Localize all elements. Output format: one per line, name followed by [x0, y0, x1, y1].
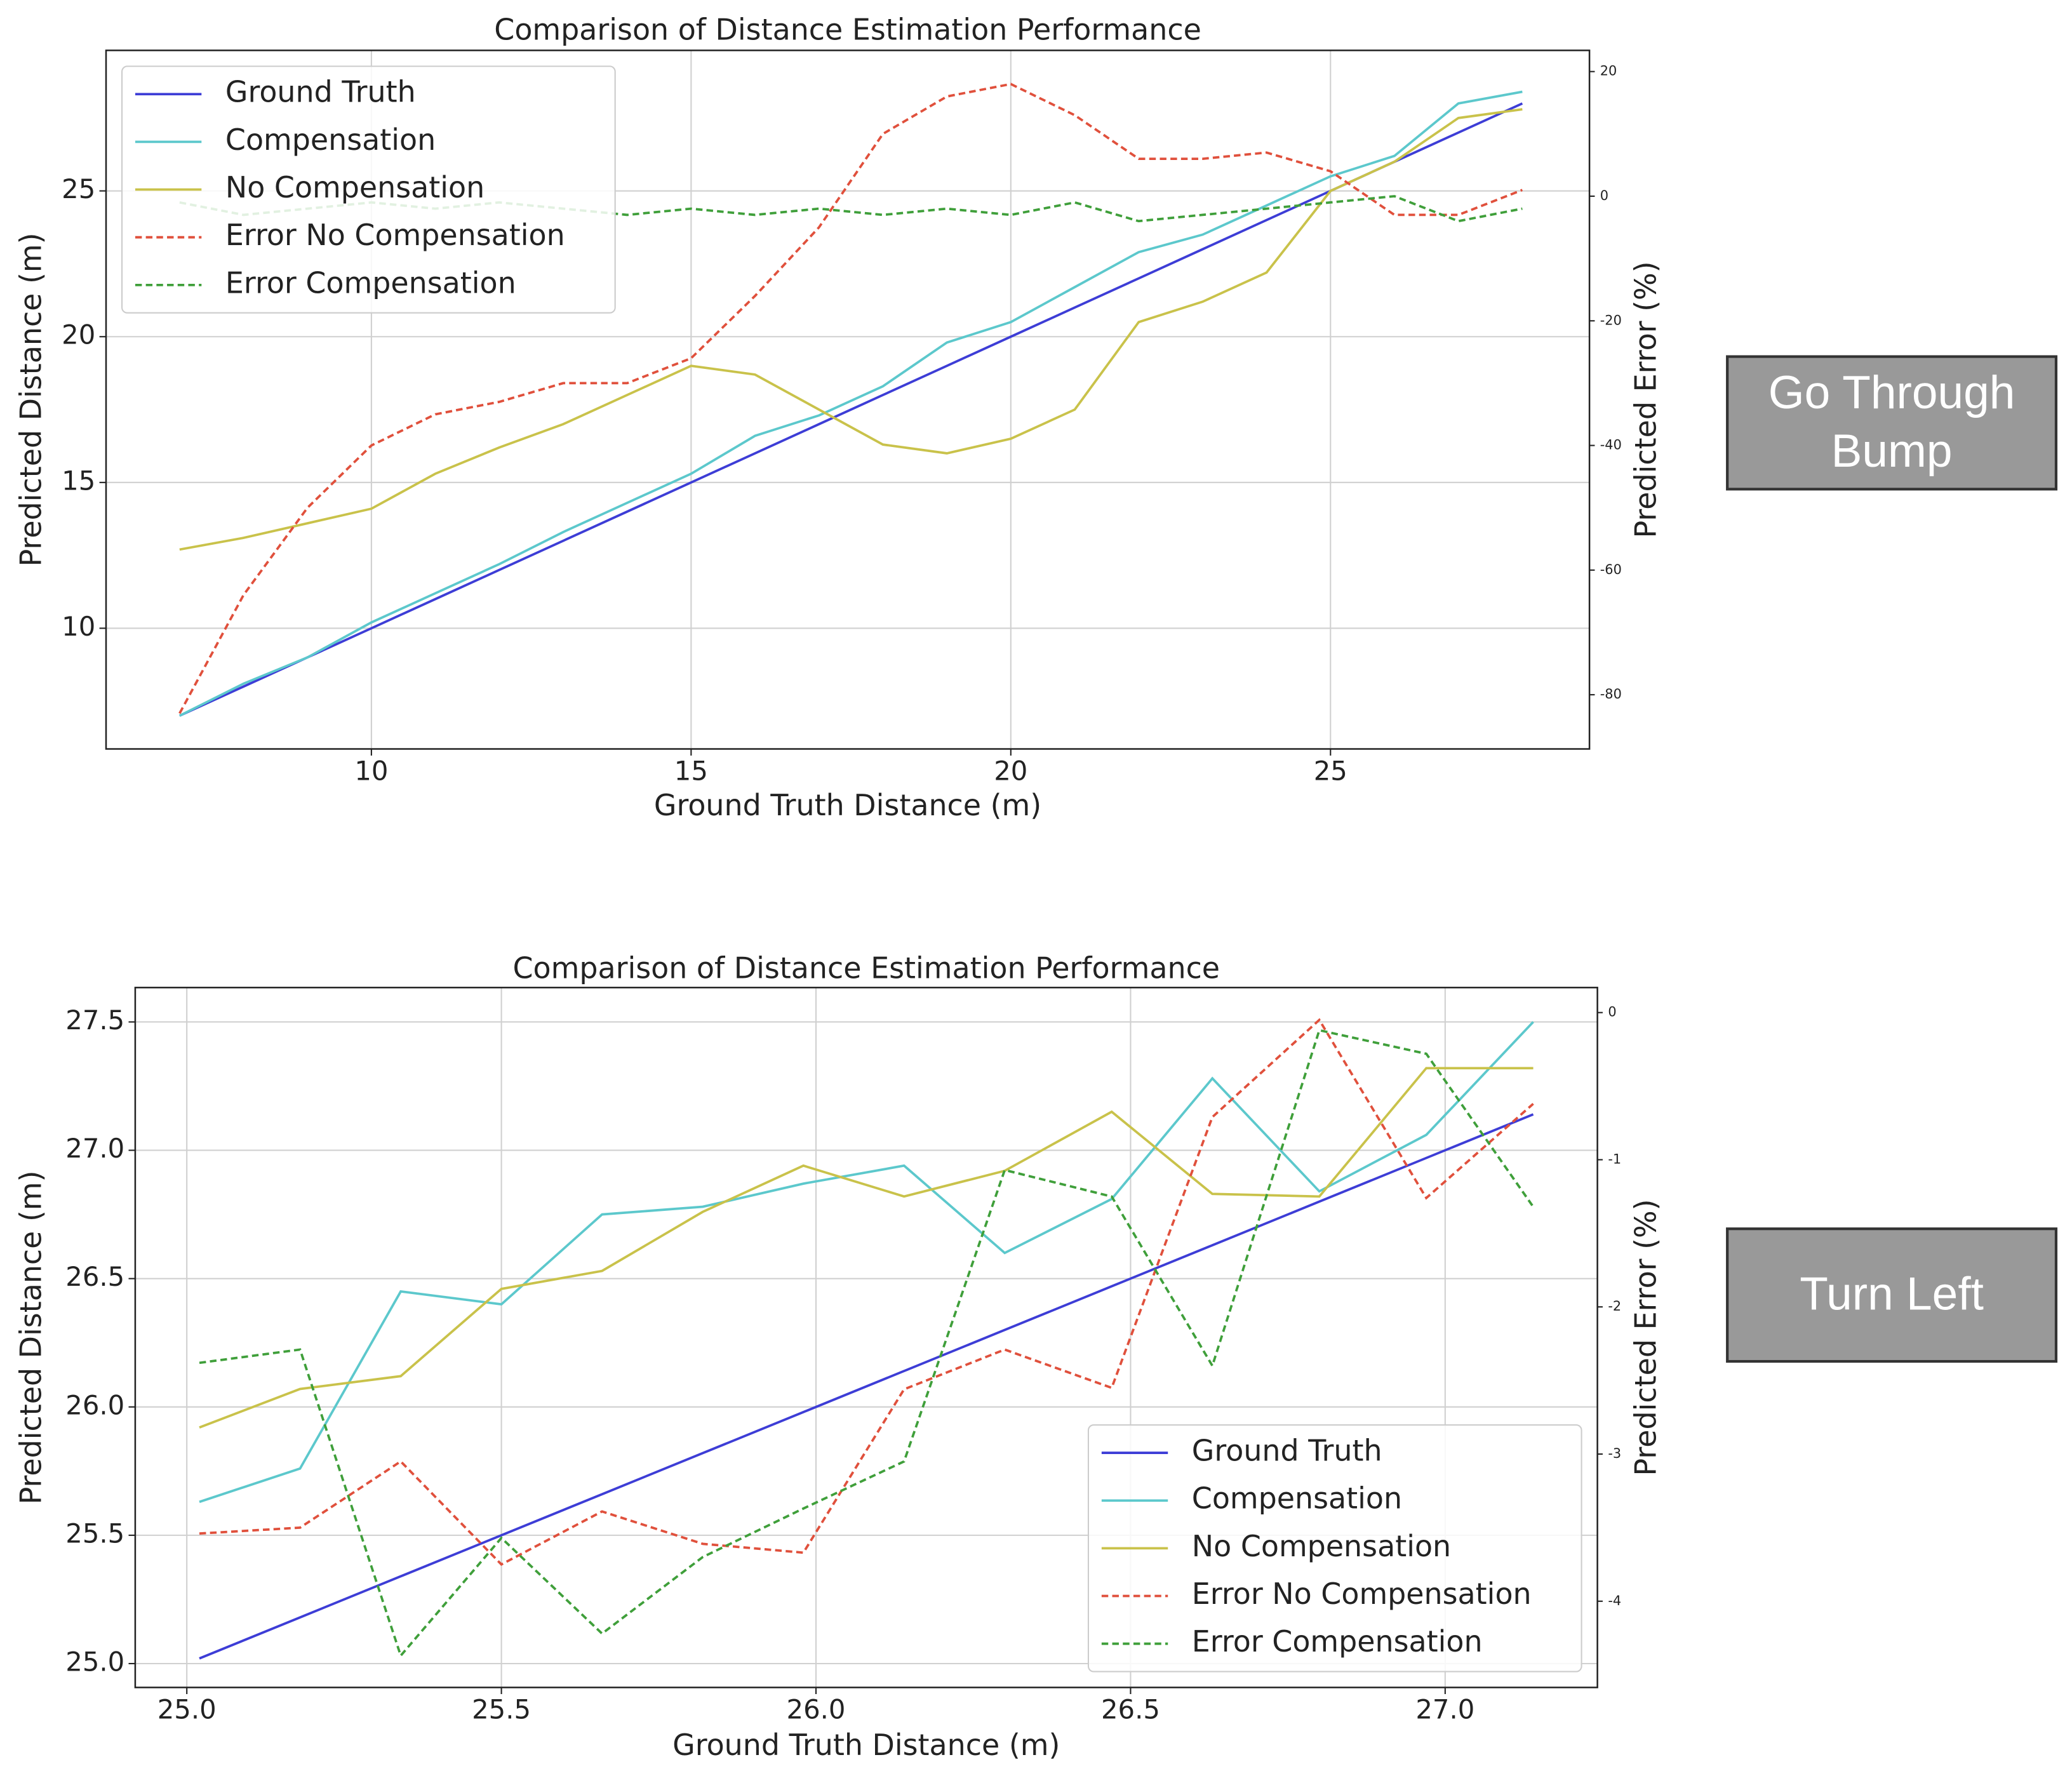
y-axis-label: Predicted Distance (m): [14, 232, 48, 566]
x-tick-label: 25.0: [157, 1694, 217, 1725]
y-tick-label: 26.0: [65, 1389, 124, 1420]
legend-label: Ground Truth: [1192, 1434, 1382, 1468]
x-tick-label: 15: [674, 756, 708, 787]
y2-tick-label: -80: [1600, 686, 1622, 702]
series-line: [199, 1067, 1534, 1429]
y-tick-label: 26.5: [65, 1261, 124, 1292]
series-line: [199, 1113, 1534, 1660]
x-tick-label: 25.5: [472, 1694, 531, 1725]
y2-tick-label: -20: [1600, 312, 1622, 328]
legend-label: No Compensation: [1192, 1529, 1451, 1563]
y2-tick-label: -40: [1600, 437, 1622, 453]
y2-tick-label: -2: [1608, 1298, 1621, 1314]
y2-tick-label: 0: [1600, 188, 1608, 203]
plot-frame: [134, 987, 1598, 1688]
legend-label: Error No Compensation: [225, 218, 565, 252]
x-axis-label: Ground Truth Distance (m): [672, 1728, 1060, 1762]
scenario-label: Turn Left: [1726, 1227, 2058, 1363]
y-tick-label: 25.0: [65, 1646, 124, 1677]
y2-tick-label: -4: [1608, 1593, 1621, 1608]
x-tick-label: 26.5: [1101, 1694, 1160, 1725]
series-line: [199, 1029, 1535, 1659]
y2-tick-label: 20: [1600, 63, 1617, 79]
y2-tick-label: -60: [1600, 562, 1622, 577]
x-tick-label: 27.0: [1415, 1694, 1474, 1725]
y-tick-label: 15: [62, 465, 95, 496]
legend-label: Compensation: [225, 123, 436, 157]
x-tick-label: 20: [994, 756, 1027, 787]
legend: Ground Truth Compensation No Compensation E…: [1087, 1424, 1582, 1672]
scenario-label: Go Through Bump: [1726, 355, 2058, 491]
legend-label: Ground Truth: [225, 75, 416, 109]
x-tick-label: 10: [354, 756, 388, 787]
y2-tick-label: -3: [1608, 1446, 1621, 1461]
x-tick-label: 25: [1314, 756, 1347, 787]
chart-title: Comparison of Distance Estimation Perfor…: [512, 951, 1220, 985]
series-line: [178, 83, 1523, 714]
y-tick-label: 10: [62, 611, 95, 642]
legend-label: No Compensation: [225, 170, 485, 204]
legend: Ground Truth Compensation No Compensation E…: [121, 65, 616, 314]
y-axis-label: Predicted Distance (m): [14, 1170, 48, 1504]
y2-axis-label: Predicted Error (%): [1628, 1199, 1662, 1476]
y-tick-label: 25.5: [65, 1518, 124, 1549]
x-tick-label: 26.0: [787, 1694, 846, 1725]
y-tick-label: 25: [62, 173, 95, 204]
chart-title: Comparison of Distance Estimation Perfor…: [494, 13, 1201, 47]
series-line: [178, 90, 1523, 717]
y2-tick-label: -1: [1608, 1151, 1621, 1166]
legend-label: Error Compensation: [1192, 1624, 1483, 1659]
legend-label: Error No Compensation: [1192, 1577, 1532, 1611]
series-line: [199, 1018, 1534, 1566]
y-tick-label: 27.0: [65, 1133, 124, 1164]
y-tick-label: 27.5: [65, 1005, 124, 1036]
series-line: [199, 1021, 1534, 1504]
legend-frame: [121, 65, 616, 314]
plot-frame: [105, 50, 1591, 750]
y2-tick-label: 0: [1608, 1005, 1616, 1020]
legend-label: Compensation: [1192, 1481, 1402, 1516]
legend-label: Error Compensation: [225, 265, 516, 300]
x-axis-label: Ground Truth Distance (m): [654, 788, 1041, 822]
legend-frame: [1087, 1424, 1582, 1672]
series-line: [179, 108, 1523, 551]
y2-axis-label: Predicted Error (%): [1628, 261, 1662, 538]
y-tick-label: 20: [62, 319, 95, 350]
